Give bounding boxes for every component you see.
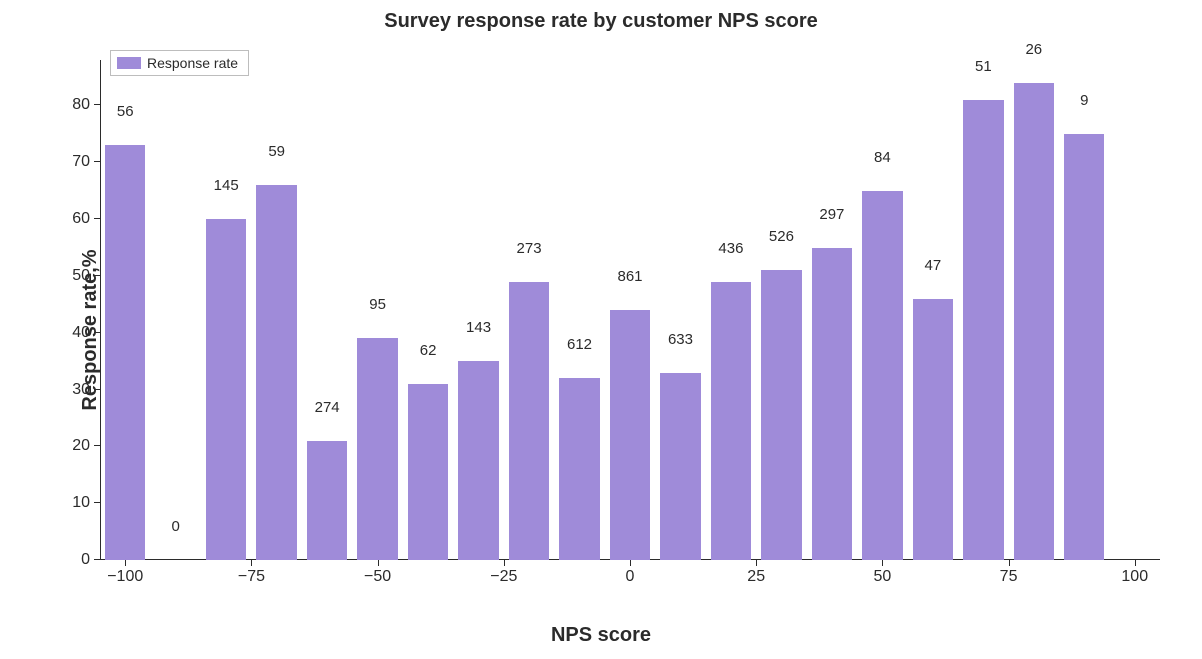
bar-label: 436 [718, 240, 743, 261]
bar-label: 633 [668, 331, 693, 352]
y-tick-label: 10 [72, 494, 100, 512]
y-tick-mark [94, 445, 100, 446]
x-tick-mark [630, 560, 631, 566]
y-tick-label: 40 [72, 324, 100, 342]
bar-label: 95 [369, 296, 386, 317]
y-tick-label: 70 [72, 153, 100, 171]
bar-label: 526 [769, 228, 794, 249]
bar [509, 282, 549, 560]
bar [660, 373, 700, 561]
bar [559, 378, 599, 560]
bar [610, 310, 650, 560]
plot-area: 01020304050607080−100−75−50−250255075100… [100, 60, 1160, 560]
y-tick-label: 20 [72, 437, 100, 455]
bar [812, 248, 852, 561]
y-tick-label: 60 [72, 210, 100, 228]
x-tick-mark [504, 560, 505, 566]
bar [913, 299, 953, 560]
bar [862, 191, 902, 560]
y-tick-mark [94, 389, 100, 390]
chart-container: Survey response rate by customer NPS sco… [0, 0, 1202, 659]
bar-label: 612 [567, 336, 592, 357]
bar-label: 143 [466, 319, 491, 340]
bar [1014, 83, 1054, 560]
bar-label: 274 [315, 399, 340, 420]
bar [711, 282, 751, 560]
bar [1064, 134, 1104, 560]
y-tick-mark [94, 218, 100, 219]
y-tick-mark [94, 502, 100, 503]
y-tick-mark [94, 104, 100, 105]
x-tick-mark [378, 560, 379, 566]
bar [357, 338, 397, 560]
x-tick-mark [251, 560, 252, 566]
bar-label: 51 [975, 58, 992, 79]
y-tick-mark [94, 559, 100, 560]
bar-label: 47 [925, 257, 942, 278]
bar-label: 145 [214, 177, 239, 198]
bar [458, 361, 498, 560]
bar-label: 62 [420, 342, 437, 363]
bar-label: 0 [172, 518, 180, 539]
bar [963, 100, 1003, 560]
x-tick-mark [882, 560, 883, 566]
bar-label: 861 [617, 268, 642, 289]
y-axis-line [100, 60, 101, 560]
y-tick-mark [94, 161, 100, 162]
y-tick-mark [94, 332, 100, 333]
bar [105, 145, 145, 560]
y-tick-label: 80 [72, 96, 100, 114]
x-tick-mark [1135, 560, 1136, 566]
bar-label: 59 [268, 143, 285, 164]
y-tick-mark [94, 275, 100, 276]
bar [206, 219, 246, 560]
x-tick-mark [1009, 560, 1010, 566]
bar-label: 297 [819, 206, 844, 227]
bar [256, 185, 296, 560]
chart-title: Survey response rate by customer NPS sco… [0, 10, 1202, 33]
bar [761, 270, 801, 560]
x-axis-label: NPS score [0, 624, 1202, 647]
bar-label: 26 [1025, 41, 1042, 62]
x-tick-mark [125, 560, 126, 566]
y-tick-label: 0 [81, 551, 100, 569]
y-tick-label: 50 [72, 267, 100, 285]
bar [307, 441, 347, 560]
bar-label: 84 [874, 149, 891, 170]
bar [408, 384, 448, 560]
bar-label: 9 [1080, 92, 1088, 113]
bar-label: 56 [117, 103, 134, 124]
bar-label: 273 [517, 240, 542, 261]
y-tick-label: 30 [72, 381, 100, 399]
x-tick-mark [756, 560, 757, 566]
